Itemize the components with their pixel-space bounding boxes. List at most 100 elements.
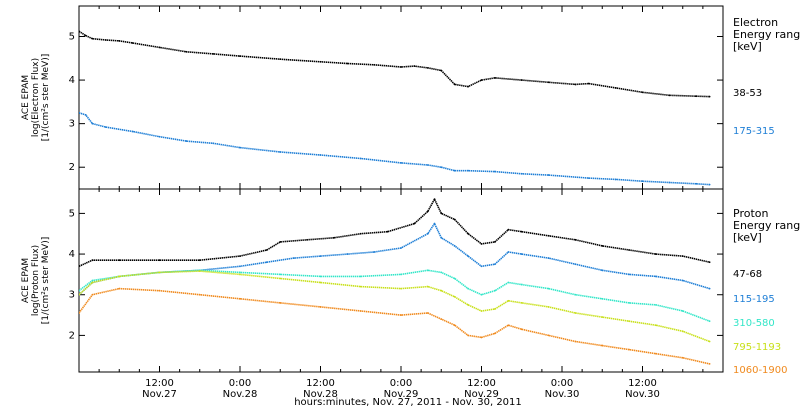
data-point xyxy=(104,39,107,41)
x-tick-label: 12:00 xyxy=(145,378,174,389)
data-point xyxy=(574,340,577,343)
data-point xyxy=(494,308,496,310)
data-point xyxy=(655,352,657,355)
data-point xyxy=(547,234,550,237)
data-point xyxy=(440,236,443,239)
data-point xyxy=(574,238,577,241)
data-point xyxy=(547,174,550,176)
data-point xyxy=(601,269,604,272)
data-point xyxy=(453,324,456,327)
data-point xyxy=(547,81,550,84)
data-point xyxy=(520,283,523,286)
y-tick-label: 5 xyxy=(69,208,75,219)
data-point xyxy=(655,253,657,255)
data-point xyxy=(198,293,201,296)
data-point xyxy=(494,263,496,266)
x-tick-date: Nov.28 xyxy=(303,389,338,400)
data-point xyxy=(426,210,429,213)
data-point xyxy=(373,63,376,66)
data-point xyxy=(467,304,469,306)
data-point xyxy=(279,151,282,153)
data-point xyxy=(198,270,201,273)
data-point xyxy=(79,312,80,314)
y-tick-label: 2 xyxy=(69,162,75,173)
data-point xyxy=(467,287,469,290)
series-175-315 xyxy=(79,111,711,186)
data-point xyxy=(574,293,577,296)
data-point xyxy=(587,177,590,180)
data-point xyxy=(319,275,322,278)
data-point xyxy=(319,306,322,308)
data-point xyxy=(628,273,630,276)
data-point xyxy=(641,180,644,183)
y-tick-label: 2 xyxy=(69,330,75,341)
data-point xyxy=(319,281,322,284)
data-point xyxy=(79,289,80,292)
y-axis-label-line: [1/(cm²s ster MeV)] xyxy=(41,237,51,324)
legend-item: 310-580 xyxy=(733,318,775,329)
data-point xyxy=(601,245,604,247)
data-point xyxy=(628,249,630,251)
data-point xyxy=(118,259,121,262)
data-point xyxy=(655,324,657,327)
data-point xyxy=(279,58,282,61)
y-axis-label-line: log(Electron Flux) xyxy=(31,58,41,137)
data-point xyxy=(440,289,443,292)
data-point xyxy=(158,46,161,49)
data-point xyxy=(359,310,362,312)
data-point xyxy=(198,259,201,262)
data-point xyxy=(158,135,161,138)
x-tick-date: Nov.29 xyxy=(384,389,419,400)
legend-title-line: Electron xyxy=(733,16,778,29)
data-point xyxy=(91,122,94,125)
data-point xyxy=(131,130,134,133)
data-point xyxy=(440,212,443,215)
data-point xyxy=(426,66,429,69)
data-point xyxy=(681,310,684,312)
data-point xyxy=(319,255,322,257)
plot-frame xyxy=(78,5,724,190)
series-38-53 xyxy=(79,30,711,98)
x-tick-label: 12:00 xyxy=(628,378,657,389)
legend-item: 38-53 xyxy=(733,88,762,99)
data-point xyxy=(185,140,188,142)
data-point xyxy=(333,236,335,239)
data-point xyxy=(480,293,483,296)
data-point xyxy=(265,249,268,251)
data-point xyxy=(467,334,469,337)
data-point xyxy=(386,230,389,233)
data-point xyxy=(279,277,282,280)
legend-title-line: Proton xyxy=(733,207,768,220)
series-175-315-line xyxy=(79,112,710,186)
data-point xyxy=(79,293,80,296)
data-point xyxy=(453,277,456,280)
data-point xyxy=(118,287,121,290)
data-point xyxy=(494,76,496,79)
data-point xyxy=(708,183,711,186)
data-point xyxy=(467,85,469,88)
data-point xyxy=(400,273,402,276)
data-point xyxy=(91,293,94,296)
data-point xyxy=(91,259,94,262)
legend-title-line: [keV] xyxy=(733,40,762,53)
legend-item: 1060-1900 xyxy=(733,365,788,376)
data-point xyxy=(373,251,376,253)
data-point xyxy=(695,182,698,185)
data-point xyxy=(480,310,483,312)
data-point xyxy=(440,69,443,72)
data-point xyxy=(426,269,429,272)
data-point xyxy=(279,240,282,243)
y-axis-label-line: [1/(cm²s ster MeV)] xyxy=(41,54,51,141)
x-tick-label: 12:00 xyxy=(467,378,496,389)
data-point xyxy=(494,240,496,243)
x-tick-label: 0:00 xyxy=(551,378,573,389)
data-point xyxy=(91,37,94,40)
legend-title-line: [keV] xyxy=(733,231,762,244)
data-point xyxy=(158,271,161,274)
data-point xyxy=(507,324,510,327)
x-tick-date: Nov.27 xyxy=(142,389,177,400)
data-point xyxy=(614,87,617,89)
y-axis-label-line: log(Proton Flux) xyxy=(31,245,41,316)
data-point xyxy=(426,285,429,288)
